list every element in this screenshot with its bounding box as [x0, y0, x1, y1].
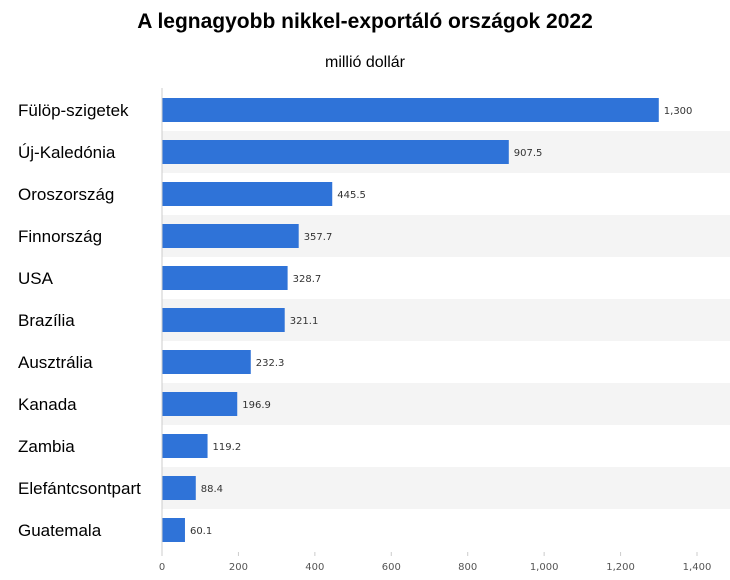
bar	[162, 476, 196, 500]
data-label: 88.4	[201, 484, 223, 495]
bar	[162, 98, 659, 122]
category-label: Zambia	[18, 437, 75, 456]
x-tick-label: 600	[382, 562, 401, 573]
data-label: 196.9	[242, 400, 271, 411]
bar	[162, 392, 238, 416]
data-label: 321.1	[290, 316, 319, 327]
x-tick-label: 0	[159, 562, 165, 573]
category-label: Finnország	[18, 227, 102, 246]
data-label: 907.5	[514, 148, 543, 159]
bar	[162, 518, 185, 542]
chart-subtitle: millió dollár	[324, 54, 406, 71]
bar	[162, 350, 251, 374]
data-label: 328.7	[293, 274, 322, 285]
data-label: 60.1	[190, 526, 212, 537]
data-label: 232.3	[256, 358, 285, 369]
x-tick-label: 400	[305, 562, 324, 573]
x-tick-label: 1,200	[606, 562, 635, 573]
category-label: Új-Kaledónia	[18, 143, 116, 162]
row-band	[162, 467, 730, 509]
category-label: Fülöp-szigetek	[18, 101, 129, 120]
bar	[162, 308, 285, 332]
x-tick-label: 1,000	[530, 562, 559, 573]
category-label: Brazília	[18, 311, 75, 330]
category-label: Ausztrália	[18, 353, 93, 372]
row-band	[162, 383, 730, 425]
data-label: 357.7	[304, 232, 333, 243]
bar	[162, 434, 208, 458]
bar	[162, 182, 333, 206]
chart-title: A legnagyobb nikkel-exportáló országok 2…	[137, 10, 593, 33]
data-label: 445.5	[337, 190, 366, 201]
data-label: 119.2	[213, 442, 242, 453]
bar	[162, 224, 299, 248]
category-label: Kanada	[18, 395, 77, 414]
bar	[162, 140, 509, 164]
category-label: USA	[18, 269, 54, 288]
bar	[162, 266, 288, 290]
x-tick-label: 800	[458, 562, 477, 573]
category-label: Elefántcsontpart	[18, 479, 141, 498]
category-label: Guatemala	[18, 521, 102, 540]
category-label: Oroszország	[18, 185, 114, 204]
data-label: 1,300	[664, 106, 693, 117]
x-tick-label: 1,400	[683, 562, 712, 573]
x-tick-label: 200	[229, 562, 248, 573]
